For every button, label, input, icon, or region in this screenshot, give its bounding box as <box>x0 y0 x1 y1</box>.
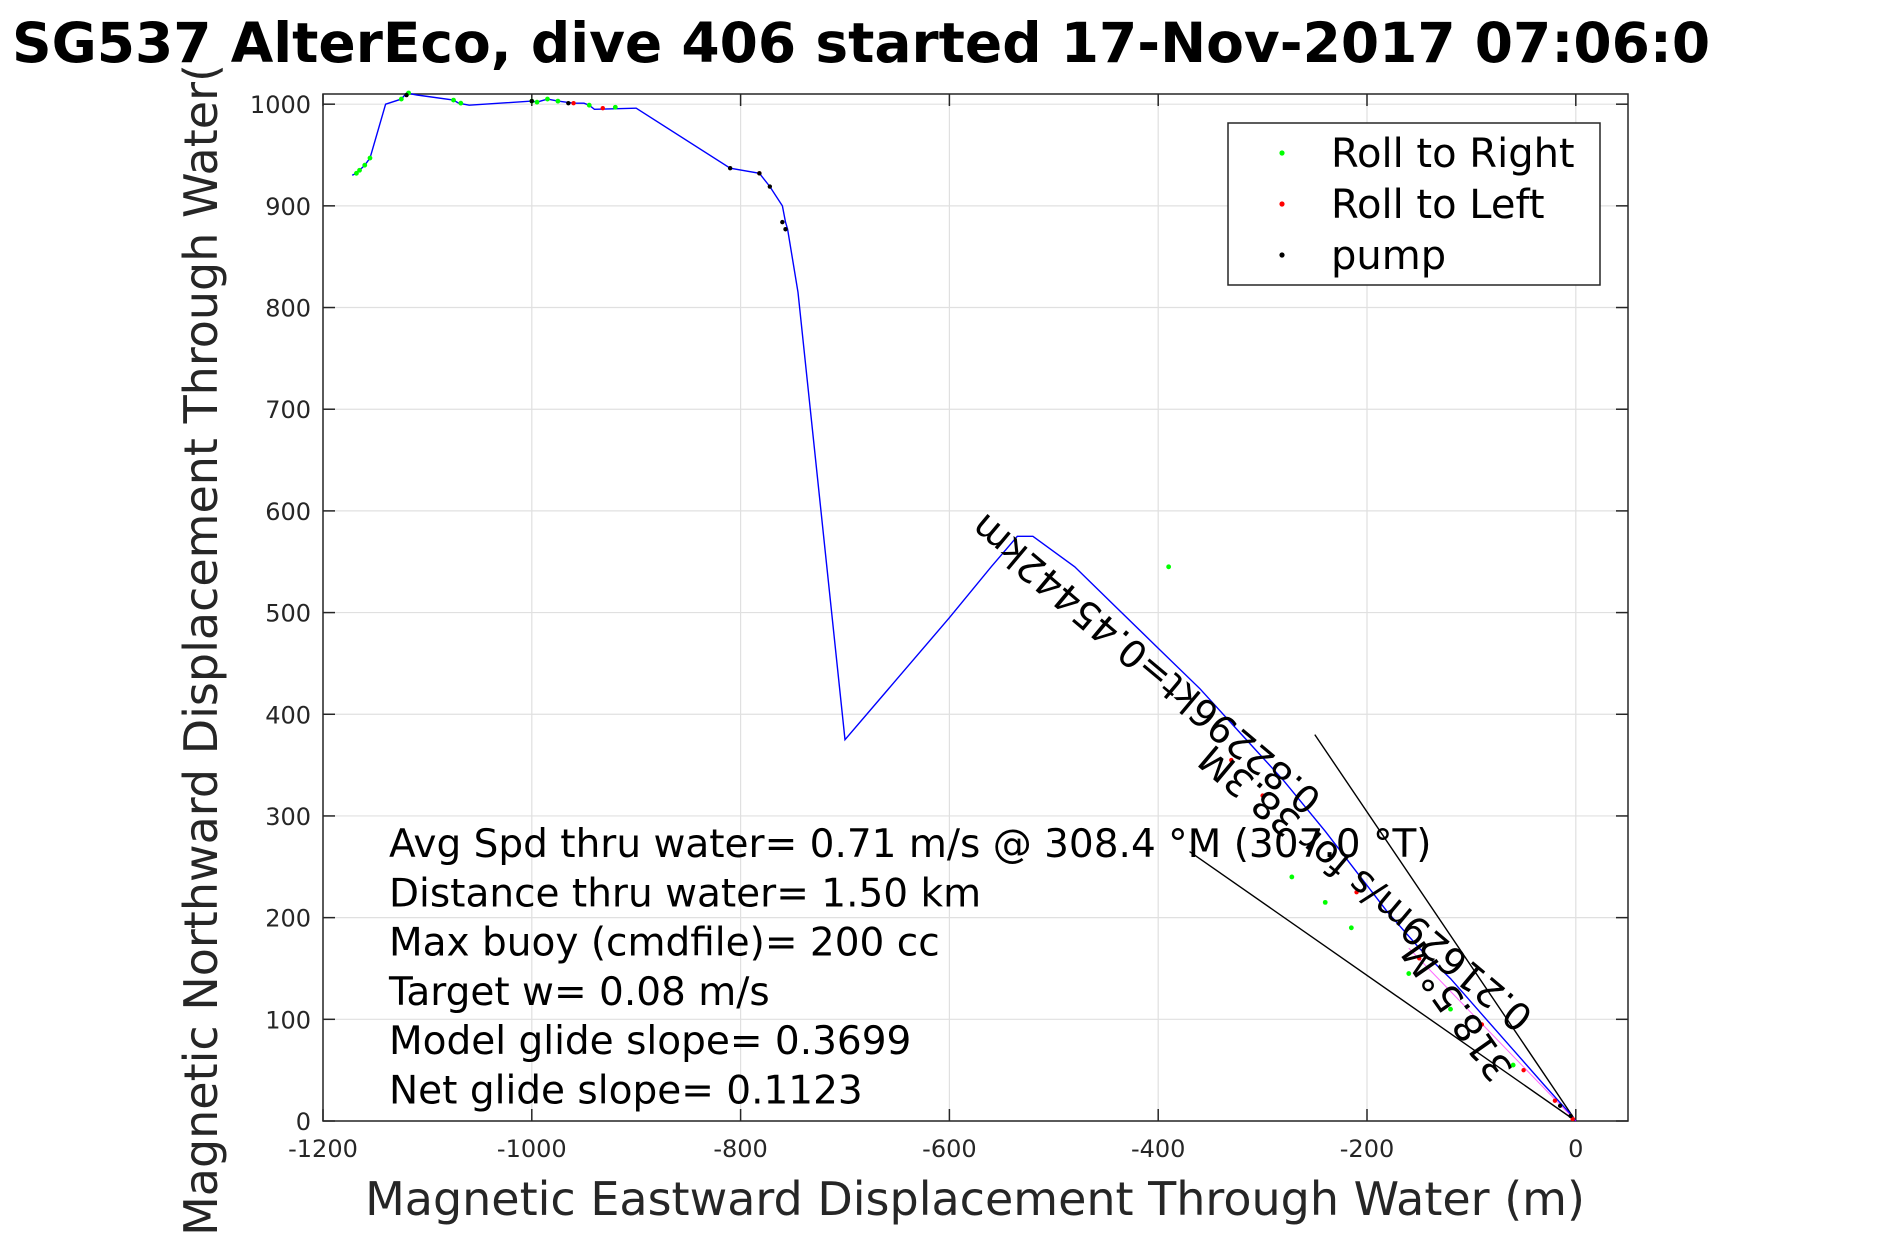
y-tick-label: 100 <box>265 1006 311 1034</box>
x-tick-label: -200 <box>1340 1135 1394 1163</box>
x-tick-label: -400 <box>1131 1135 1185 1163</box>
legend-label: Roll to Left <box>1331 182 1545 228</box>
roll-left-point <box>1354 890 1359 895</box>
x-axis-label: Magnetic Eastward Displacement Through W… <box>365 1172 1585 1226</box>
pump-point <box>1557 1103 1563 1108</box>
roll-left-point <box>600 106 605 111</box>
roll-right-point <box>1289 874 1295 880</box>
pump-point <box>1568 1113 1573 1119</box>
roll-left-point <box>1552 1098 1558 1103</box>
pump-point <box>566 100 571 106</box>
stats-line: Target w= 0.08 m/s <box>388 970 770 1015</box>
stats-line: Net glide slope= 0.1123 <box>389 1069 863 1114</box>
roll-right-point <box>357 167 362 173</box>
pump-point <box>783 227 788 232</box>
roll-right-point <box>1322 899 1328 905</box>
guide-line <box>1189 850 1577 1122</box>
net-track-line <box>1408 947 1577 1122</box>
roll-right-point <box>451 97 456 103</box>
stats-line: Model glide slope= 0.3699 <box>389 1019 911 1064</box>
x-tick-label: -1200 <box>288 1135 358 1163</box>
roll-left-point <box>1521 1067 1526 1073</box>
legend-items: Roll to Right Roll to Left pump <box>1279 131 1575 279</box>
series-line-track <box>351 92 1577 1122</box>
pump-point <box>780 219 785 225</box>
series <box>351 92 1577 1122</box>
roll-left-point <box>1229 757 1234 763</box>
x-tick-label: -1000 <box>497 1135 567 1163</box>
x-ticks: -1200 -1000 -800 -600 -400 -200 0 <box>288 94 1583 1163</box>
roll-right-point <box>586 102 592 108</box>
y-tick-label: 900 <box>265 193 311 221</box>
chart-title: SG537 AlterEco, dive 406 started 17-Nov-… <box>12 11 1710 75</box>
roll-right-point <box>545 96 550 102</box>
roll-right-point <box>367 155 373 161</box>
y-tick-label: 800 <box>265 295 311 323</box>
y-tick-label: 300 <box>265 803 311 831</box>
pump-point <box>404 92 409 98</box>
markers <box>354 90 1575 1122</box>
legend-label: pump <box>1331 233 1446 279</box>
y-tick-label: 600 <box>265 498 311 526</box>
roll-right-point <box>612 104 618 110</box>
roll-right-point <box>354 170 359 176</box>
roll-right-point <box>1166 564 1172 570</box>
y-tick-label: 400 <box>265 701 311 729</box>
stats-block: Avg Spd thru water= 0.71 m/s @ 308.4 °M … <box>388 822 1432 1114</box>
roll-right-point <box>1406 971 1412 976</box>
roll-left-point <box>1260 793 1265 798</box>
pump-point <box>529 98 534 104</box>
legend: Roll to Right Roll to Left pump <box>1227 122 1601 286</box>
stats-line: Distance thru water= 1.50 km <box>389 871 981 916</box>
guide-lines <box>1189 734 1577 1122</box>
roll-right-point <box>534 99 540 105</box>
pump-point <box>767 184 773 189</box>
y-ticks: 0 100 200 300 400 500 600 700 800 900 1000 <box>250 91 1628 1136</box>
x-tick-label: -800 <box>713 1135 767 1163</box>
roll-right-point <box>1510 1062 1516 1068</box>
stats-line: Max buoy (cmdfile)= 200 cc <box>389 921 940 966</box>
roll-left-point <box>1417 956 1422 961</box>
y-tick-label: 200 <box>265 905 311 933</box>
legend-marker <box>1279 252 1285 258</box>
roll-right-point <box>458 100 464 106</box>
rotated-annotations: 0.82296kt=0.45442km 0.21629m/s for 38.3M… <box>963 505 1541 1090</box>
legend-marker <box>1279 201 1285 207</box>
y-tick-label: 700 <box>265 396 311 424</box>
y-axis-label: Magnetic Northward Displacement Through … <box>174 64 228 1236</box>
range-annotation: 0.82296kt=0.45442km <box>963 505 1330 823</box>
y-tick-label: 0 <box>296 1108 311 1136</box>
legend-box <box>1227 122 1601 286</box>
roll-left-point <box>1479 1022 1485 1027</box>
legend-label: Roll to Right <box>1331 131 1575 177</box>
stats-line: Avg Spd thru water= 0.71 m/s @ 308.4 °M … <box>389 822 1432 867</box>
roll-right-point <box>555 98 561 104</box>
y-tick-label: 500 <box>265 600 311 628</box>
pump-point <box>727 166 733 171</box>
x-tick-label: 0 <box>1568 1135 1583 1163</box>
roll-left-point <box>571 100 576 106</box>
roll-right-point <box>1448 1006 1453 1012</box>
plot-area-frame <box>322 93 1629 1122</box>
y-tick-label: 1000 <box>250 91 311 119</box>
pump-point <box>757 171 762 176</box>
roll-right-point <box>362 162 368 168</box>
x-tick-label: -600 <box>922 1135 976 1163</box>
legend-marker <box>1279 150 1285 156</box>
guide-line <box>1314 734 1577 1122</box>
roll-right-point <box>1348 925 1354 931</box>
roll-right-point <box>398 96 404 102</box>
